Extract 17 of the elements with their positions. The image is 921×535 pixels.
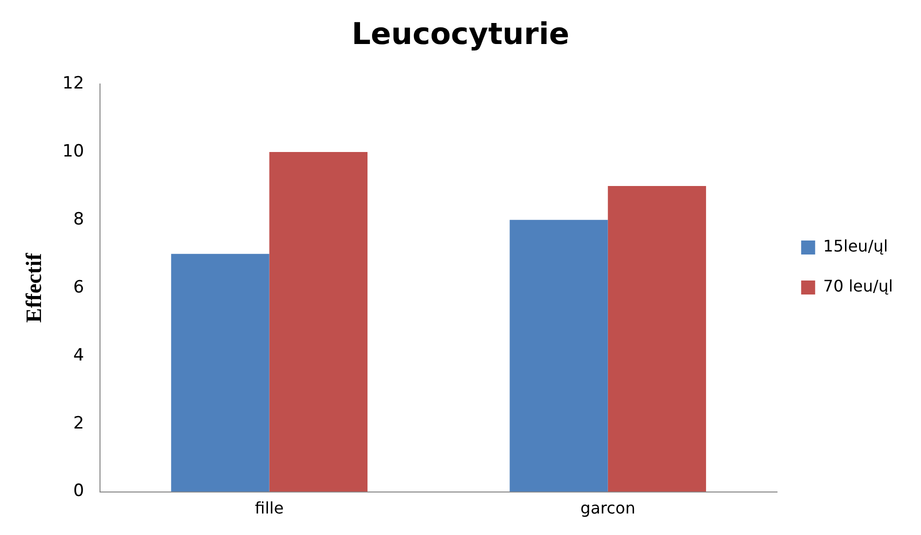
bar [171,254,270,492]
y-tick-label: 6 [73,277,84,298]
y-tick-label: 4 [73,345,84,366]
bar [269,152,368,492]
bar [608,186,706,492]
y-tick-label: 10 [62,141,84,162]
legend-label: 15leu/ųl [823,236,888,256]
bar [510,220,608,492]
x-tick-label: garcon [580,498,636,518]
chart-title: Leucocyturie [352,16,570,52]
y-tick-label: 2 [73,413,84,434]
x-tick-label: fille [254,498,284,518]
legend-label: 70 leu/ųl [823,276,894,296]
y-tick-label: 0 [73,481,84,502]
y-tick-label: 12 [62,73,84,94]
y-axis-title: Effectif [20,252,46,323]
y-tick-label: 8 [73,209,84,230]
